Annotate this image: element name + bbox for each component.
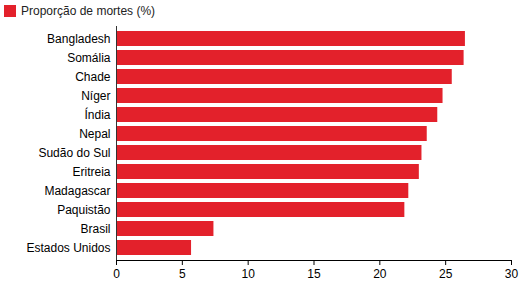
svg-text:Paquistão: Paquistão (57, 203, 111, 217)
html-text:Proporção de mortes (%): Proporção de mortes (%) (21, 4, 156, 18)
svg-text:Nepal: Nepal (79, 127, 110, 141)
svg-text:20: 20 (373, 267, 387, 281)
svg-text:5: 5 (179, 267, 186, 281)
svg-text:Bangladesh: Bangladesh (47, 32, 110, 46)
svg-text:Chade: Chade (75, 70, 111, 84)
svg-text:0: 0 (113, 267, 120, 281)
svg-text:Madagascar: Madagascar (44, 184, 110, 198)
svg-text:Eritreia: Eritreia (72, 165, 110, 179)
svg-text:Sudão do Sul: Sudão do Sul (38, 146, 110, 160)
svg-text:15: 15 (307, 267, 321, 281)
svg-text:10: 10 (241, 267, 255, 281)
svg-text:30: 30 (505, 267, 519, 281)
svg-text:Brasil: Brasil (80, 222, 110, 236)
svg-text:Estados Unidos: Estados Unidos (26, 241, 110, 255)
svg-text:Níger: Níger (81, 89, 110, 103)
svg-text:Índia: Índia (84, 107, 110, 122)
svg-text:Somália: Somália (67, 51, 111, 65)
svg-text:25: 25 (439, 267, 453, 281)
